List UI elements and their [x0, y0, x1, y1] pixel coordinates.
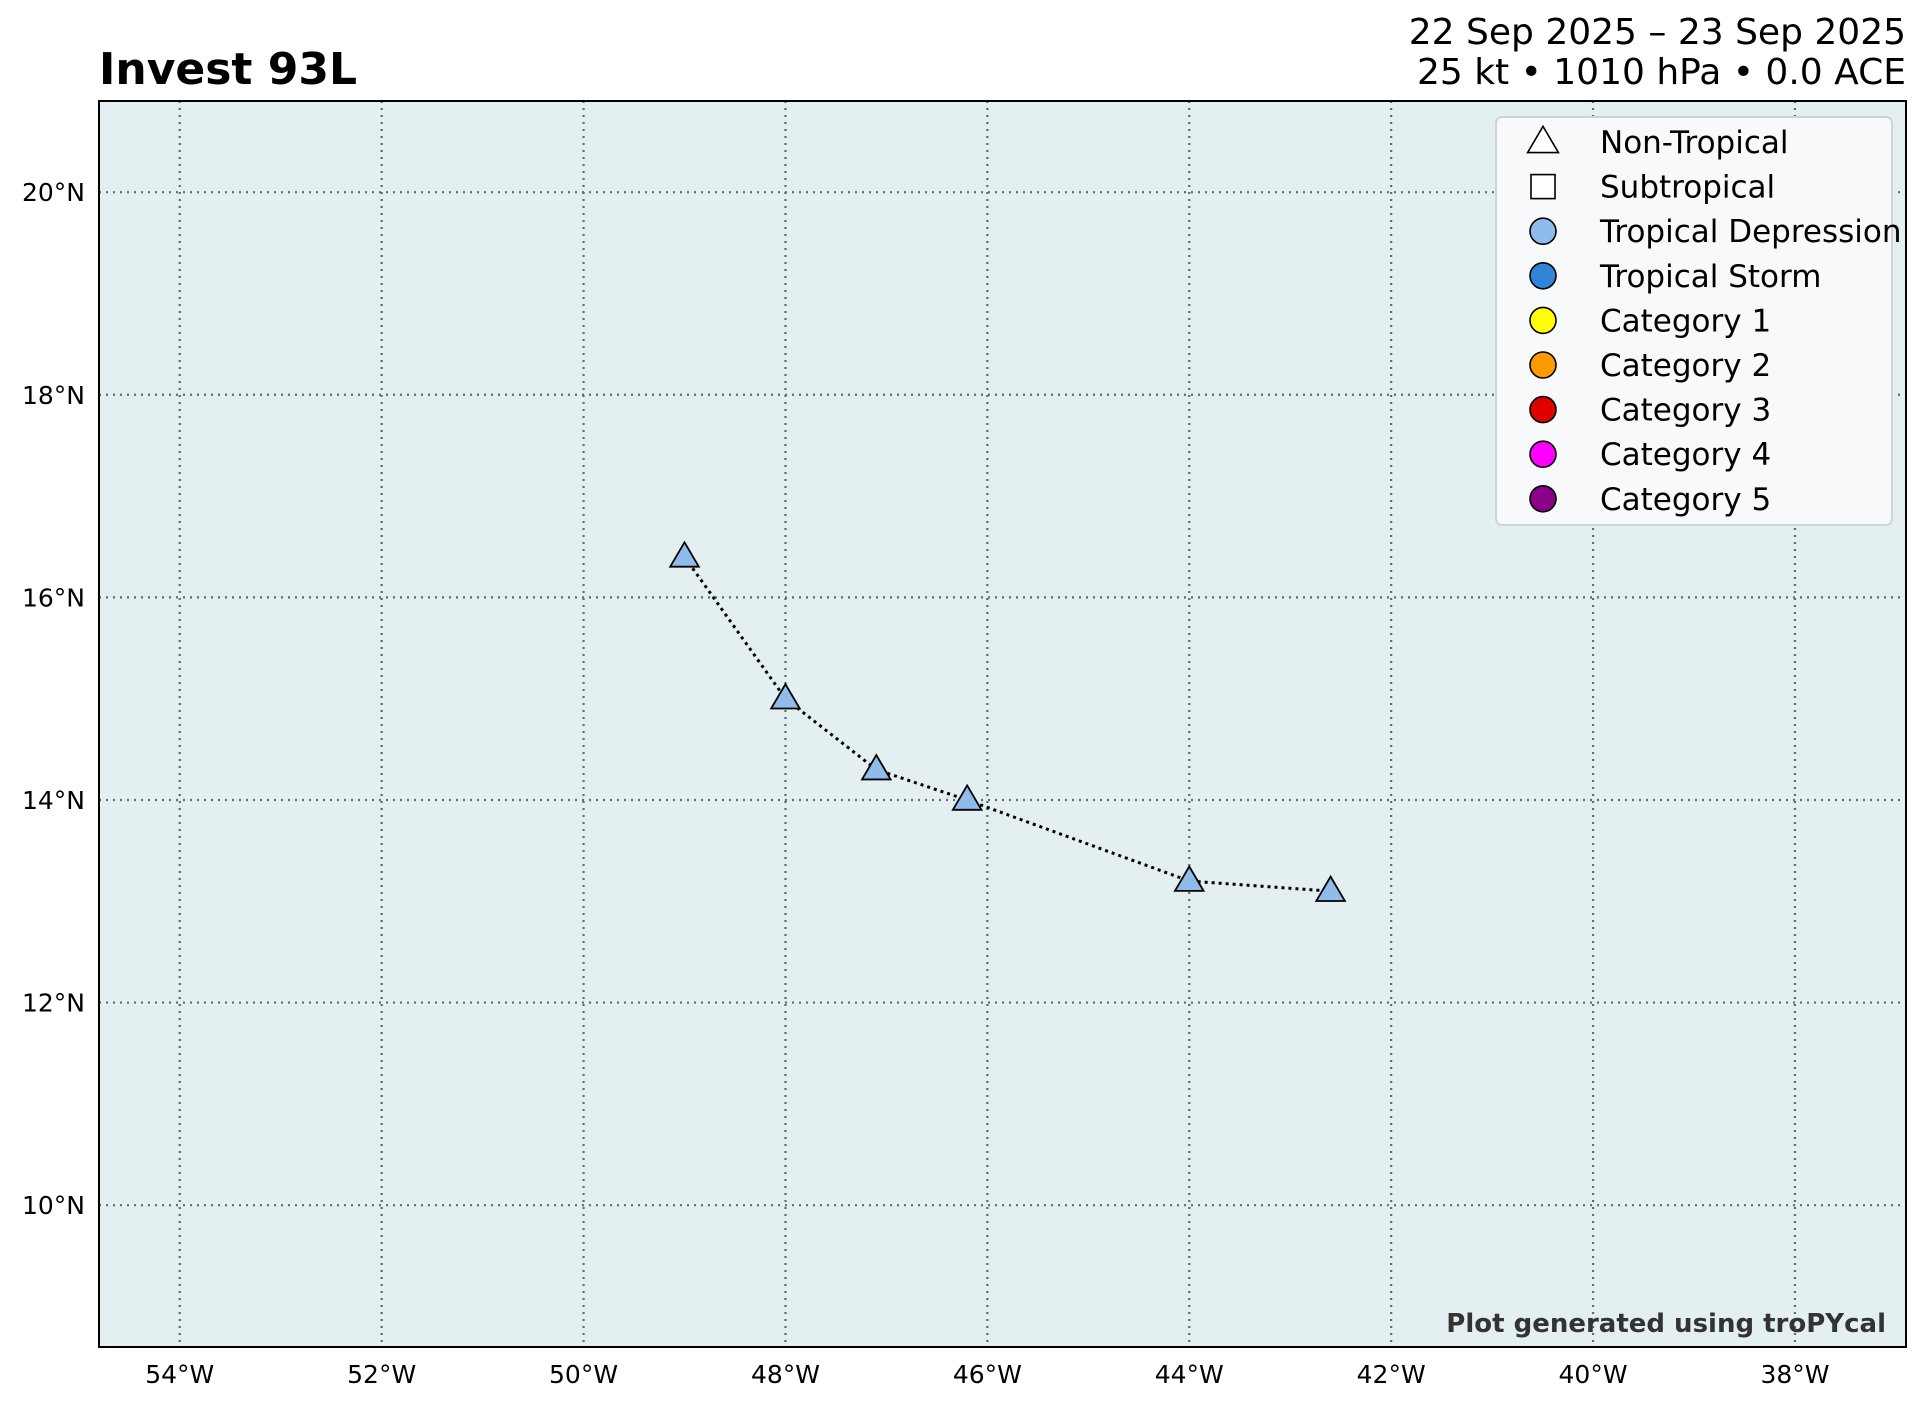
gridlines — [99, 101, 1906, 1347]
legend-circle-icon — [1529, 306, 1557, 335]
x-tick-label: 48°W — [751, 1360, 820, 1389]
credit-text: Plot generated using troPYcal — [1446, 1309, 1886, 1339]
track-point-marker — [1173, 864, 1206, 892]
track-line — [683, 555, 1331, 893]
track-point-marker — [1314, 874, 1347, 902]
y-tick-label: 18°N — [22, 381, 85, 410]
track-point-marker — [769, 682, 802, 710]
y-tick-label: 20°N — [22, 178, 85, 207]
track-point-marker — [860, 753, 893, 781]
legend-label: Category 1 — [1600, 303, 1771, 339]
legend-circle-icon — [1529, 484, 1557, 513]
x-tick-label: 44°W — [1155, 1360, 1224, 1389]
legend-label: Category 4 — [1600, 437, 1771, 473]
x-tick-label: 52°W — [347, 1360, 416, 1389]
legend-label: Category 2 — [1600, 348, 1771, 384]
legend-circle-icon — [1529, 395, 1557, 424]
x-tick-label: 46°W — [953, 1360, 1022, 1389]
storm-stats: 25 kt • 1010 hPa • 0.0 ACE — [1417, 52, 1906, 93]
legend-box — [1495, 116, 1893, 526]
plot-frame — [98, 100, 1907, 1348]
legend-label: Tropical Storm — [1599, 259, 1821, 295]
legend-label: Category 3 — [1600, 393, 1771, 429]
legend-square-icon — [1530, 173, 1556, 200]
legend: Non-Tropical Subtropical Tropical Depressi… — [1495, 116, 1902, 526]
x-tick-label: 50°W — [549, 1360, 618, 1389]
y-tick-label: 16°N — [22, 583, 85, 612]
track-point-marker — [668, 540, 701, 568]
map-title: Invest 93L — [99, 44, 357, 95]
x-tick-label: 54°W — [145, 1360, 214, 1389]
x-tick-label: 40°W — [1559, 1360, 1628, 1389]
legend-items: Non-Tropical Subtropical Tropical Depressi… — [1526, 124, 1902, 518]
storm-track — [668, 540, 1347, 902]
legend-circle-icon — [1529, 261, 1557, 290]
legend-label: Tropical Depression — [1599, 214, 1902, 250]
legend-circle-icon — [1529, 440, 1557, 469]
legend-circle-icon — [1529, 217, 1557, 245]
legend-label: Category 5 — [1600, 482, 1771, 518]
y-tick-label: 10°N — [22, 1191, 85, 1220]
y-tick-label: 14°N — [22, 786, 85, 815]
legend-triangle-icon — [1526, 124, 1560, 154]
legend-circle-icon — [1529, 351, 1557, 379]
axis-ticks: 54°W 52°W 50°W 48°W 46°W 44°W 42°W 40°W 38°W 10°N… — [22, 178, 1829, 1389]
x-tick-label: 42°W — [1357, 1360, 1426, 1389]
date-range: 22 Sep 2025 – 23 Sep 2025 — [1409, 12, 1906, 53]
legend-label: Subtropical — [1600, 170, 1775, 206]
legend-label: Non-Tropical — [1600, 125, 1789, 161]
x-tick-label: 38°W — [1760, 1360, 1829, 1389]
track-point-marker — [951, 783, 984, 811]
y-tick-label: 12°N — [22, 989, 85, 1018]
